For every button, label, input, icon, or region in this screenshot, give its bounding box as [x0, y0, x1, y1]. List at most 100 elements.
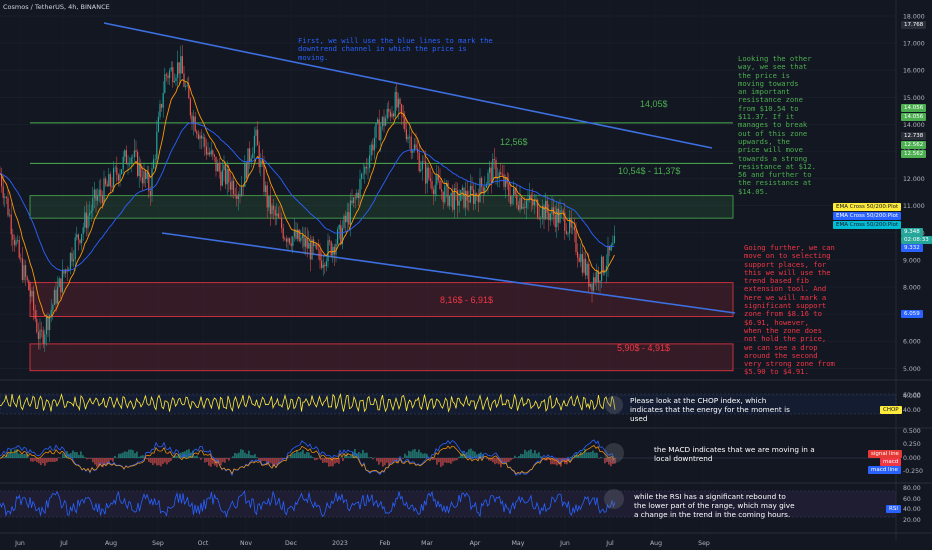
price-axis-tick: 6.000: [903, 339, 921, 346]
candle-body: [178, 62, 180, 74]
time-axis-label: Aug: [105, 540, 117, 547]
macd-histogram-bar: [448, 458, 450, 463]
macd-signal-tag[interactable]: signal line: [868, 450, 902, 458]
candle-body: [316, 244, 318, 250]
candle-body: [233, 180, 235, 195]
candle-body: [100, 189, 102, 196]
candle-body: [444, 186, 446, 203]
candle-body: [524, 207, 526, 208]
candle-body: [74, 237, 76, 260]
macd-histogram-bar: [76, 452, 78, 458]
channel-upper-line[interactable]: [103, 22, 713, 149]
candle-body: [194, 116, 196, 132]
channel-lower-line[interactable]: [161, 232, 736, 314]
macd-histogram-bar: [142, 455, 144, 458]
macd-histogram-bar: [506, 458, 508, 463]
candle-body: [324, 264, 326, 267]
macd-histogram-bar: [158, 458, 160, 466]
candle-body: [197, 134, 199, 139]
macd-histogram-bar: [106, 458, 108, 466]
candle-body: [10, 214, 12, 235]
macd-histogram-bar: [152, 458, 154, 466]
macd-histogram-bar: [56, 458, 58, 462]
macd-histogram-bar: [138, 456, 140, 458]
candle-body: [186, 85, 188, 86]
macd-histogram-bar: [594, 452, 596, 458]
candle-body: [301, 235, 303, 239]
candle-body: [180, 56, 182, 74]
rsi-axis-tick: 20.00: [903, 517, 921, 524]
candle-body: [509, 195, 511, 204]
candle-body: [213, 154, 215, 157]
macd-histogram-bar: [442, 458, 444, 466]
price-tag-low: 6.059: [901, 310, 923, 318]
macd-histogram-bar: [606, 458, 608, 463]
candle-body: [313, 239, 315, 246]
macd-histogram-bar: [294, 453, 296, 458]
macd-histogram-bar: [252, 455, 254, 458]
macd-histogram-bar: [424, 453, 426, 458]
ema-legend-1[interactable]: EMA Cross 50/200:Plot: [833, 203, 902, 211]
candle-body: [385, 118, 387, 126]
price-tag-ema: 9.332: [901, 244, 923, 252]
rsi-tag[interactable]: RSI: [886, 505, 901, 513]
candle-body: [121, 169, 123, 174]
candle-body: [5, 196, 7, 198]
macd-histogram-bar: [278, 458, 280, 463]
macd-histogram-bar: [476, 454, 478, 458]
candle-body: [447, 182, 449, 206]
candle-body: [314, 244, 316, 246]
candle-body: [429, 178, 431, 181]
candle-body: [146, 172, 148, 180]
candle-body: [493, 159, 495, 160]
macd-histogram-bar: [130, 449, 132, 458]
candle-body: [250, 158, 252, 162]
candle-body: [437, 175, 439, 181]
candle-body: [578, 257, 580, 262]
candle-body: [612, 243, 614, 245]
price-axis-tick: 9.000: [903, 257, 921, 264]
macd-histogram-bar: [182, 451, 184, 458]
candle-body: [279, 217, 281, 219]
ema-legend-2[interactable]: EMA Cross 50/200:Plot: [833, 212, 902, 220]
macd-histogram-bar: [222, 458, 224, 463]
ticker-title[interactable]: Cosmos / TetherUS, 4h, BINANCE: [3, 3, 110, 11]
chop-tag[interactable]: CHOP: [880, 406, 902, 414]
macd-histogram-bar: [412, 449, 414, 458]
candle-body: [47, 316, 49, 331]
candle-body: [457, 190, 459, 206]
candle-body: [29, 290, 31, 297]
candle-body: [26, 276, 28, 281]
macd-line-tag[interactable]: macd line: [868, 466, 901, 474]
macd-histogram-bar: [384, 458, 386, 466]
macd-histogram-bar: [118, 453, 120, 458]
candle-body: [225, 165, 227, 185]
candle-body: [273, 205, 275, 210]
candle-body: [210, 150, 212, 155]
candle-body: [202, 137, 204, 139]
macd-histogram-bar: [16, 449, 18, 458]
macd-histogram-bar: [150, 458, 152, 463]
macd-histogram-bar: [250, 455, 252, 458]
candle-body: [143, 170, 145, 184]
macd-histogram-bar: [496, 458, 498, 464]
candle-body: [335, 243, 337, 255]
macd-tag[interactable]: macd: [880, 458, 902, 466]
candle-body: [207, 152, 209, 155]
macd-histogram-bar: [608, 458, 610, 465]
macd-histogram-bar: [332, 458, 334, 467]
ema-legend-3[interactable]: EMA Cross 50/200:Plot: [833, 221, 902, 229]
candle-body: [460, 190, 462, 201]
candle-body: [549, 213, 551, 221]
candle-body: [605, 265, 607, 272]
candle-body: [261, 160, 263, 164]
zone-label-14: 14,05$: [640, 99, 668, 109]
macd-histogram-bar: [354, 448, 356, 458]
candle-body: [361, 174, 363, 179]
chop-band: [0, 393, 897, 415]
candle-body: [265, 185, 267, 192]
macd-histogram-bar: [408, 450, 410, 458]
macd-histogram-bar: [492, 458, 494, 463]
macd-axis-tick: 0.000: [903, 455, 921, 462]
